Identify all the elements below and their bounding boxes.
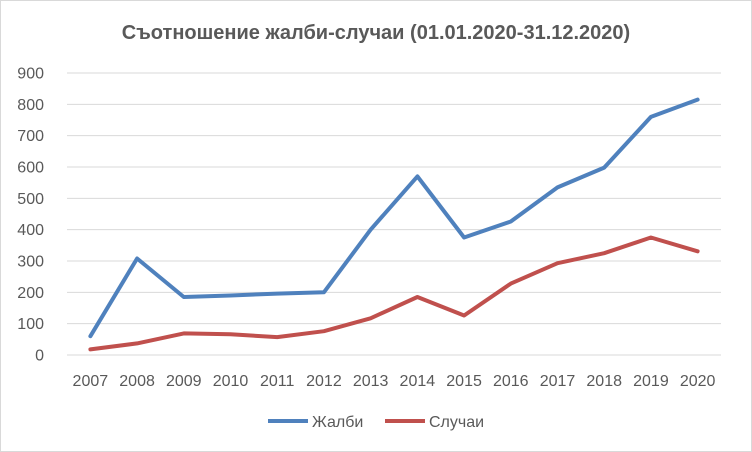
legend: Жалби Случаи	[268, 414, 484, 431]
x-tick-label: 2008	[119, 373, 155, 390]
y-tick-label: 200	[17, 285, 44, 302]
y-tick-label: 100	[17, 316, 44, 333]
x-tick-label: 2019	[633, 373, 669, 390]
gridlines	[67, 72, 721, 356]
x-tick-label: 2009	[166, 373, 202, 390]
series-line-2	[88, 235, 700, 352]
y-tick-label: 0	[35, 348, 44, 365]
x-tick-label: 2007	[73, 373, 109, 390]
x-tick-label: 2012	[306, 373, 342, 390]
x-tick-label: 2015	[446, 373, 482, 390]
x-tick-label: 2020	[680, 373, 716, 390]
y-tick-label: 600	[17, 160, 44, 177]
x-tick-label: 2011	[260, 373, 295, 390]
x-tick-label: 2016	[493, 373, 529, 390]
x-tick-label: 2017	[540, 373, 576, 390]
y-tick-label: 800	[17, 97, 44, 114]
y-tick-label: 500	[17, 191, 44, 208]
y-tick-label: 700	[17, 128, 44, 145]
x-tick-label: 2018	[586, 373, 622, 390]
y-axis-ticks: 0 100 200 300 400 500 600 700 800 900	[17, 66, 44, 365]
x-tick-label: 2014	[400, 373, 436, 390]
series-line-1	[88, 97, 700, 339]
x-tick-label: 2010	[213, 373, 249, 390]
y-tick-label: 400	[17, 222, 44, 239]
legend-label: Жалби	[312, 414, 363, 431]
y-tick-label: 300	[17, 254, 44, 271]
legend-label: Случаи	[429, 414, 484, 431]
chart-title: Съотношение жалби-случаи (01.01.2020-31.…	[121, 22, 631, 44]
y-tick-label: 900	[17, 66, 44, 83]
x-tick-label: 2013	[353, 373, 389, 390]
x-axis-ticks: 2007 2008 2009 2010 2011 2012 2013 2014 2015 2016…	[73, 373, 716, 390]
series-lines	[88, 97, 700, 352]
